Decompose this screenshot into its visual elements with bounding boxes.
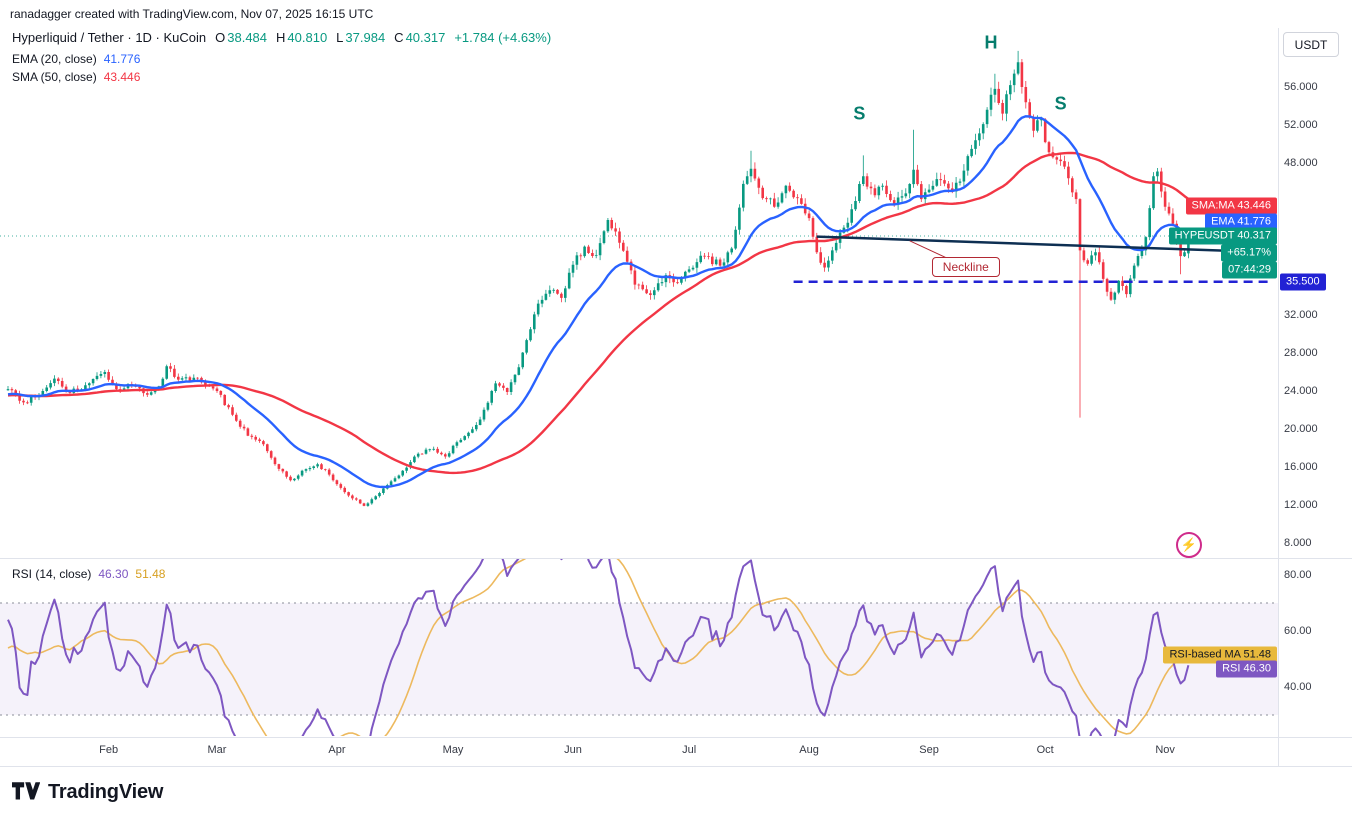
time-axis-nov[interactable]: Nov <box>1155 744 1175 756</box>
rsi-legend-label: RSI (14, close) <box>12 567 92 581</box>
rsi-line <box>7 559 1190 736</box>
sma-ma-tag: SMA:MA 43.446 <box>1185 197 1277 215</box>
ohlc-close: C 40.317 <box>394 30 446 45</box>
time-axis-jul[interactable]: Jul <box>682 744 697 756</box>
time-axis-jun[interactable]: Jun <box>564 744 582 756</box>
time-axis-feb[interactable]: Feb <box>99 744 119 756</box>
flash-button[interactable]: ⚡ <box>1176 532 1202 558</box>
support-price-tag: 35.500 <box>1280 273 1326 291</box>
price-tick-32[interactable]: 32.000 <box>1284 309 1318 321</box>
price-tick-56[interactable]: 56.000 <box>1284 81 1318 93</box>
ohlc-low: L 37.984 <box>336 30 386 45</box>
time-axis-apr[interactable]: Apr <box>328 744 346 756</box>
price-tick-12[interactable]: 12.000 <box>1284 499 1318 511</box>
symbol-header: Hyperliquid / Tether · 1D · KuCoin O 38.4… <box>12 30 551 45</box>
rsi-tick-60[interactable]: 60.00 <box>1284 625 1312 637</box>
time-axis-mar[interactable]: Mar <box>207 744 227 756</box>
rsi-ma-tag: RSI-based MA 51.48 <box>1163 646 1277 664</box>
rsi-legend[interactable]: RSI (14, close) 46.30 51.48 <box>12 567 165 581</box>
time-axis-sep[interactable]: Sep <box>919 744 939 756</box>
change-percent-tag: +65.17% <box>1221 244 1277 262</box>
tradingview-logo[interactable]: TradingView <box>12 781 163 804</box>
rsi-tick-40[interactable]: 40.00 <box>1284 681 1312 693</box>
tradingview-wordmark: TradingView <box>48 781 164 803</box>
ema-legend-value: 41.776 <box>103 52 141 66</box>
price-tick-20[interactable]: 20.000 <box>1284 423 1318 435</box>
time-axis-aug[interactable]: Aug <box>799 744 819 756</box>
time-axis-may[interactable]: May <box>442 744 464 756</box>
ema-line <box>7 115 1189 489</box>
price-tick-52[interactable]: 52.000 <box>1284 119 1318 131</box>
ema-legend[interactable]: EMA (20, close) 41.776 <box>12 52 140 66</box>
main-pane[interactable] <box>6 50 1274 507</box>
pattern-label-shoulder-0: S <box>853 103 866 124</box>
price-tick-8[interactable]: 8.000 <box>1284 537 1312 549</box>
sma-legend[interactable]: SMA (50, close) 43.446 <box>12 70 140 84</box>
bar-countdown-tag: 07:44:29 <box>1222 261 1277 279</box>
attribution-text: ranadagger created with TradingView.com,… <box>10 7 374 21</box>
lightning-icon: ⚡ <box>1180 537 1198 552</box>
sma-line <box>7 151 1190 475</box>
neckline-callout: Neckline <box>931 256 1000 277</box>
symbol-price-tag: HYPEUSDT 40.317 <box>1168 227 1277 245</box>
symbol-title[interactable]: Hyperliquid / Tether · 1D · KuCoin <box>12 30 207 45</box>
currency-toggle-button[interactable]: USDT <box>1283 32 1339 57</box>
price-tick-24[interactable]: 24.000 <box>1284 385 1318 397</box>
neckline-trendline <box>816 235 1231 253</box>
rsi-pane[interactable] <box>7 535 1190 778</box>
pattern-label-head: H <box>984 32 998 53</box>
rsi-tick-80[interactable]: 80.00 <box>1284 569 1312 581</box>
rsi-ma-legend-value: 51.48 <box>135 567 166 581</box>
rsi-tag: RSI 46.30 <box>1216 660 1277 678</box>
rsi-legend-value: 46.30 <box>98 567 129 581</box>
time-axis-oct[interactable]: Oct <box>1036 744 1054 756</box>
rsi-band <box>0 603 1278 715</box>
sma-legend-value: 43.446 <box>103 70 141 84</box>
pattern-label-shoulder-2: S <box>1054 93 1067 114</box>
price-tick-28[interactable]: 28.000 <box>1284 347 1318 359</box>
tradingview-mark-icon <box>12 781 40 800</box>
price-tick-16[interactable]: 16.000 <box>1284 461 1318 473</box>
rsi-ma-line <box>7 559 1189 736</box>
ohlc-high: H 40.810 <box>276 30 328 45</box>
ohlc-open: O 38.484 <box>215 30 268 45</box>
price-tick-48[interactable]: 48.000 <box>1284 157 1318 169</box>
change-value: +1.784 (+4.63%) <box>454 30 552 45</box>
sma-legend-label: SMA (50, close) <box>12 70 97 84</box>
ema-tag: EMA 41.776 <box>1205 213 1277 231</box>
ema-legend-label: EMA (20, close) <box>12 52 97 66</box>
